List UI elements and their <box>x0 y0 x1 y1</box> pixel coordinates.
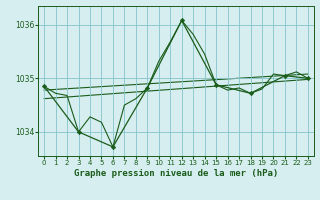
X-axis label: Graphe pression niveau de la mer (hPa): Graphe pression niveau de la mer (hPa) <box>74 169 278 178</box>
